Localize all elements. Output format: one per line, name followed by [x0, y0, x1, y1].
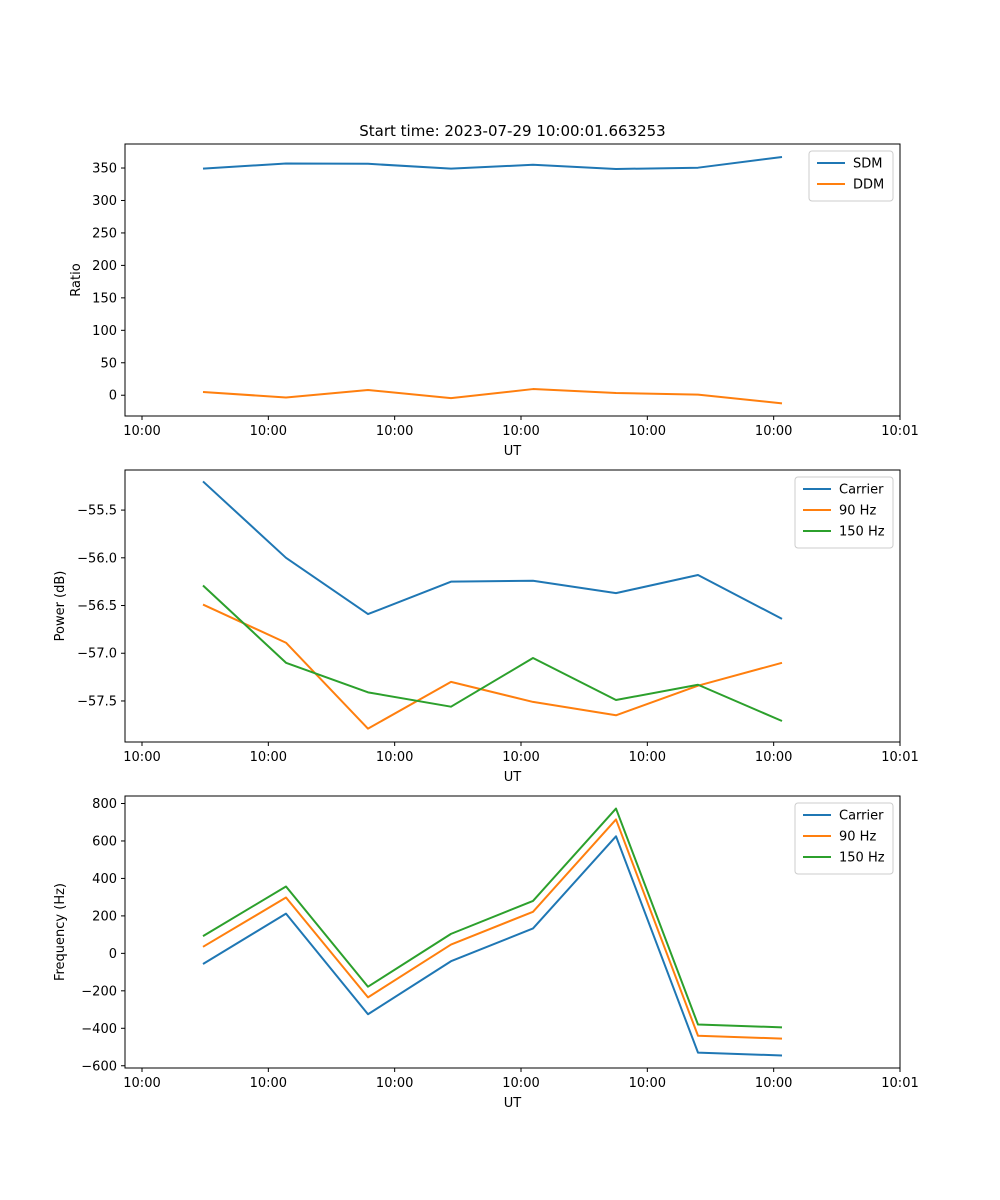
x-tick-label: 10:00 [123, 750, 160, 765]
legend-label: DDM [853, 178, 884, 193]
x-tick-label: 10:00 [502, 424, 539, 439]
y-tick-label: 800 [92, 797, 117, 812]
x-axis-label: UT [504, 1096, 522, 1111]
x-tick-label: 10:00 [502, 750, 539, 765]
y-tick-label: 600 [92, 834, 117, 849]
legend-label: Carrier [839, 483, 884, 498]
x-axis-label: UT [504, 770, 522, 785]
series-line-90-hz [202, 603, 783, 730]
x-tick-label: 10:00 [123, 424, 160, 439]
x-tick-label: 10:00 [376, 1076, 413, 1091]
legend-label: 90 Hz [839, 504, 876, 519]
series-line-90-hz [202, 818, 783, 1040]
legend-label: SDM [853, 157, 882, 172]
y-tick-label: 200 [92, 259, 117, 274]
y-tick-label: −55.5 [77, 504, 117, 519]
plot-frame [124, 143, 901, 417]
y-tick-label: 0 [109, 947, 117, 962]
y-tick-label: 200 [92, 909, 117, 924]
x-tick-label: 10:00 [755, 1076, 792, 1091]
x-tick-label: 10:00 [376, 424, 413, 439]
x-tick-label: 10:01 [881, 424, 918, 439]
x-tick-label: 10:00 [250, 424, 287, 439]
y-tick-label: 150 [92, 291, 117, 306]
y-tick-label: 350 [92, 162, 117, 177]
series-line-carrier [202, 480, 783, 620]
x-tick-label: 10:00 [376, 750, 413, 765]
plot-frame [124, 795, 901, 1069]
x-tick-label: 10:00 [250, 1076, 287, 1091]
y-tick-label: 300 [92, 194, 117, 209]
series-line-150-hz [202, 807, 783, 1029]
y-tick-label: −56.0 [77, 551, 117, 566]
legend-label: Carrier [839, 809, 884, 824]
series-line-sdm [202, 155, 783, 170]
legend-label: 90 Hz [839, 830, 876, 845]
plot-frame [124, 469, 901, 743]
x-tick-label: 10:00 [755, 424, 792, 439]
figure-title: Start time: 2023-07-29 10:00:01.663253 [359, 122, 665, 140]
series-line-150-hz [202, 584, 783, 722]
x-tick-label: 10:00 [755, 750, 792, 765]
y-tick-label: 0 [109, 389, 117, 404]
x-tick-label: 10:00 [250, 750, 287, 765]
y-tick-label: 400 [92, 872, 117, 887]
legend-label: 150 Hz [839, 525, 885, 540]
y-tick-label: 250 [92, 226, 117, 241]
x-tick-label: 10:00 [123, 1076, 160, 1091]
panel-frequency: 10:00 10:00 10:00 10:00 10:00 10:00 10:01 UT −60… [53, 795, 919, 1111]
y-axis-label: Frequency (Hz) [53, 883, 68, 981]
y-tick-label: −400 [81, 1022, 117, 1037]
x-tick-label: 10:00 [629, 750, 666, 765]
y-tick-label: −56.5 [77, 599, 117, 614]
y-axis-label: Ratio [69, 263, 84, 296]
y-tick-label: −600 [81, 1059, 117, 1074]
panel-ratio: 10:00 10:00 10:00 10:00 10:00 10:00 10:01 UT 0 50… [69, 143, 919, 459]
legend-label: 150 Hz [839, 851, 885, 866]
x-tick-label: 10:00 [629, 424, 666, 439]
x-tick-label: 10:01 [881, 750, 918, 765]
panel-power: 10:00 10:00 10:00 10:00 10:00 10:00 10:01 UT −57… [53, 469, 919, 785]
series-line-ddm [202, 388, 783, 405]
y-tick-label: −57.5 [77, 694, 117, 709]
x-tick-label: 10:01 [881, 1076, 918, 1091]
y-tick-label: −200 [81, 984, 117, 999]
y-tick-label: 50 [100, 356, 117, 371]
x-axis-label: UT [504, 444, 522, 459]
y-tick-label: 100 [92, 324, 117, 339]
y-tick-label: −57.0 [77, 647, 117, 662]
x-tick-label: 10:00 [629, 1076, 666, 1091]
x-tick-label: 10:00 [502, 1076, 539, 1091]
y-axis-label: Power (dB) [53, 571, 68, 642]
series-line-carrier [202, 835, 783, 1057]
